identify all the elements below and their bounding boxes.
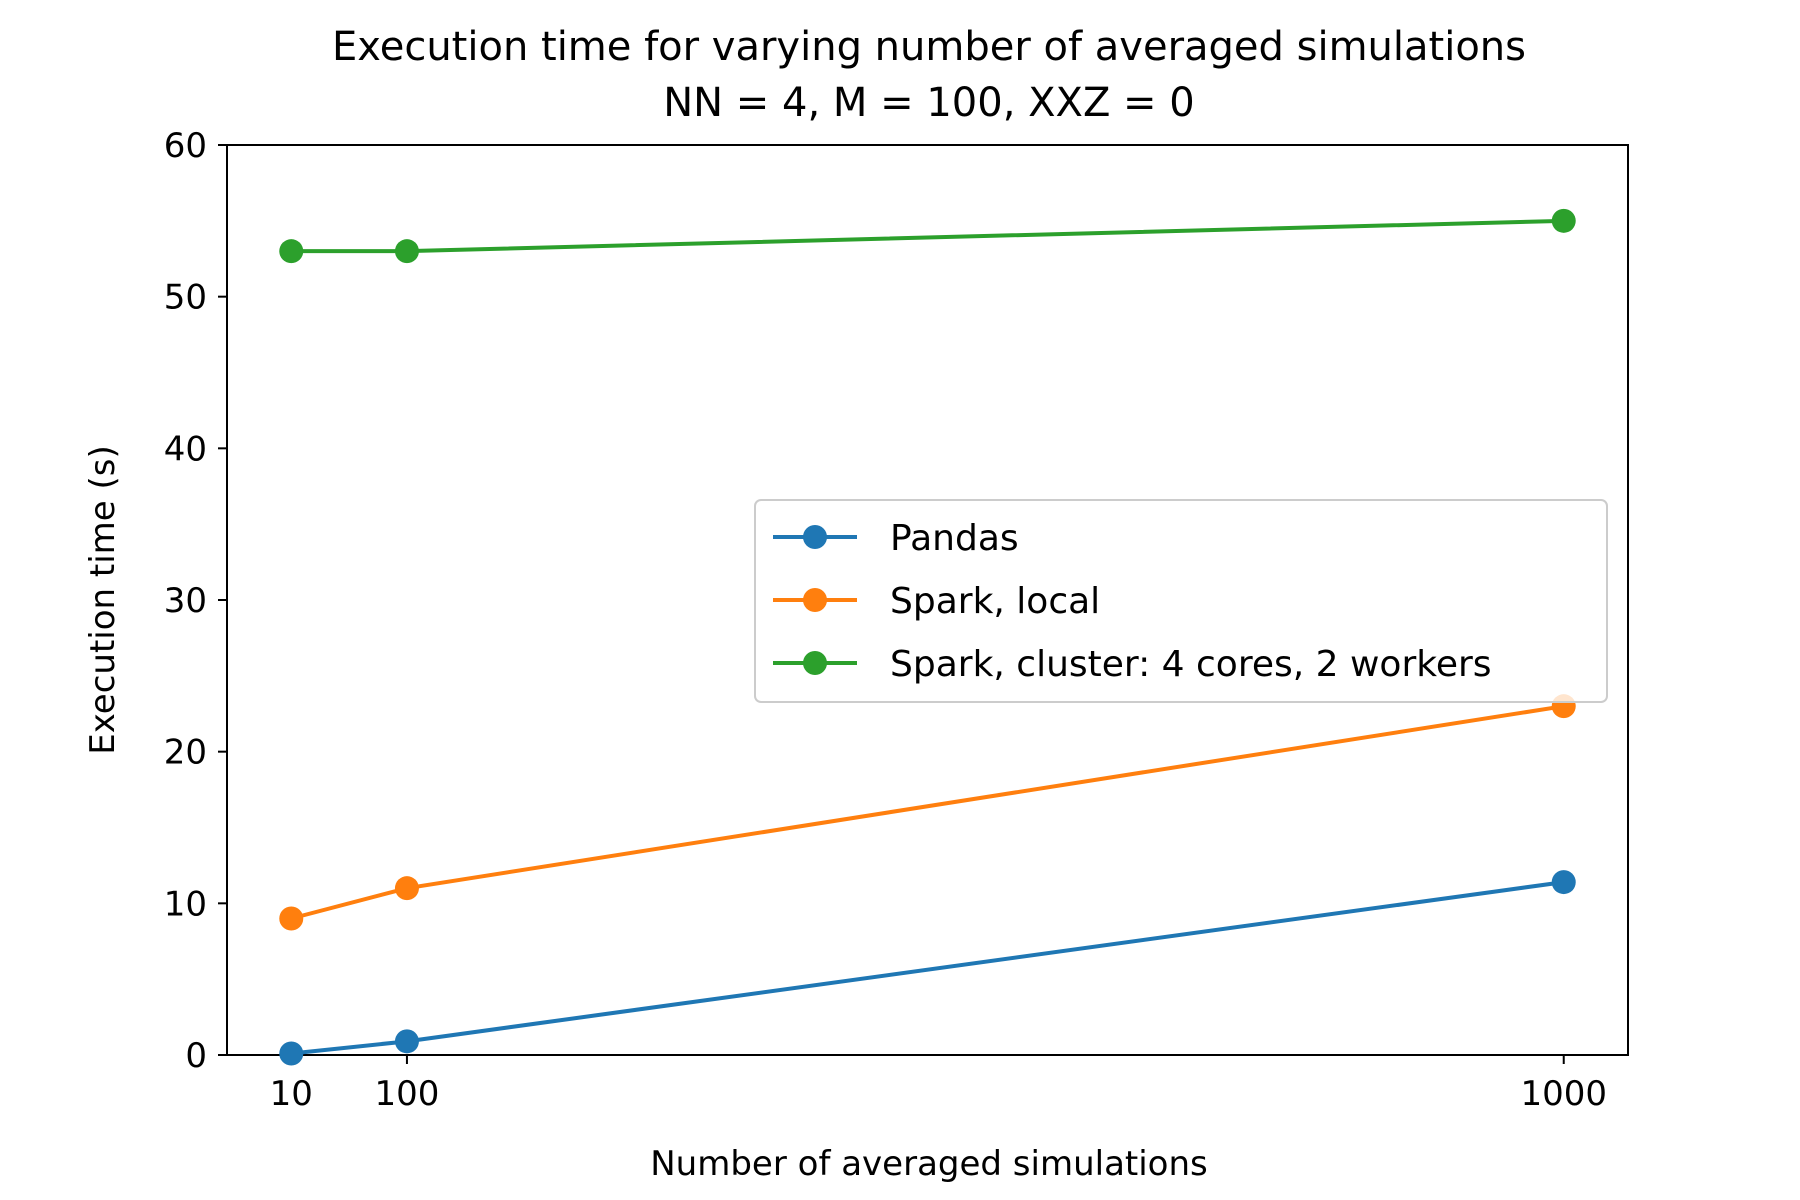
series-spark-cluster-4-cores-2-workers — [279, 208, 1576, 264]
data-point — [1551, 208, 1576, 233]
legend-marker — [803, 588, 827, 612]
data-point — [279, 906, 304, 931]
legend-label: Spark, local — [890, 581, 1100, 622]
y-tick-label: 50 — [164, 278, 207, 318]
series-pandas — [279, 870, 1576, 1066]
data-point — [1551, 870, 1576, 895]
x-tick-label: 1000 — [1520, 1074, 1607, 1114]
legend-items: Pandas Spark, local Spark, cluster: 4 core… — [773, 518, 1492, 685]
y-tick-label: 40 — [164, 429, 207, 469]
legend-label: Spark, cluster: 4 cores, 2 workers — [890, 644, 1492, 685]
chart-title: Execution time for varying number of ave… — [332, 24, 1526, 70]
legend-item: Spark, cluster: 4 cores, 2 workers — [773, 644, 1492, 685]
x-tick-label: 100 — [374, 1074, 439, 1114]
legend-marker — [803, 525, 827, 549]
y-axis-label: Execution time (s) — [83, 445, 123, 755]
x-tick-label: 10 — [270, 1074, 313, 1114]
y-tick-label: 60 — [164, 126, 207, 166]
legend-marker — [803, 651, 827, 675]
legend-box — [754, 499, 1608, 703]
legend-item: Spark, local — [773, 581, 1100, 622]
plot-area: 10 100 1000 0 10 20 30 40 50 60 — [164, 126, 1629, 1114]
chart-subtitle: NN = 4, M = 100, XXZ = 0 — [663, 80, 1195, 126]
data-point — [279, 239, 304, 264]
y-tick-label: 10 — [164, 884, 207, 924]
series-layer — [279, 208, 1576, 1066]
data-point — [394, 1029, 419, 1054]
y-tick-label: 30 — [164, 581, 207, 621]
y-tick-label: 20 — [164, 733, 207, 773]
data-point — [394, 239, 419, 264]
y-tick-label: 0 — [185, 1036, 207, 1076]
x-axis-label: Number of averaged simulations — [650, 1144, 1208, 1184]
data-point — [279, 1041, 304, 1066]
x-axis: 10 100 1000 — [270, 1055, 1607, 1114]
legend-label: Pandas — [890, 518, 1019, 559]
legend: Pandas Spark, local Spark, cluster: 4 core… — [754, 499, 1608, 703]
data-point — [394, 876, 419, 901]
y-axis: 0 10 20 30 40 50 60 — [164, 126, 227, 1076]
legend-item: Pandas — [773, 518, 1019, 559]
